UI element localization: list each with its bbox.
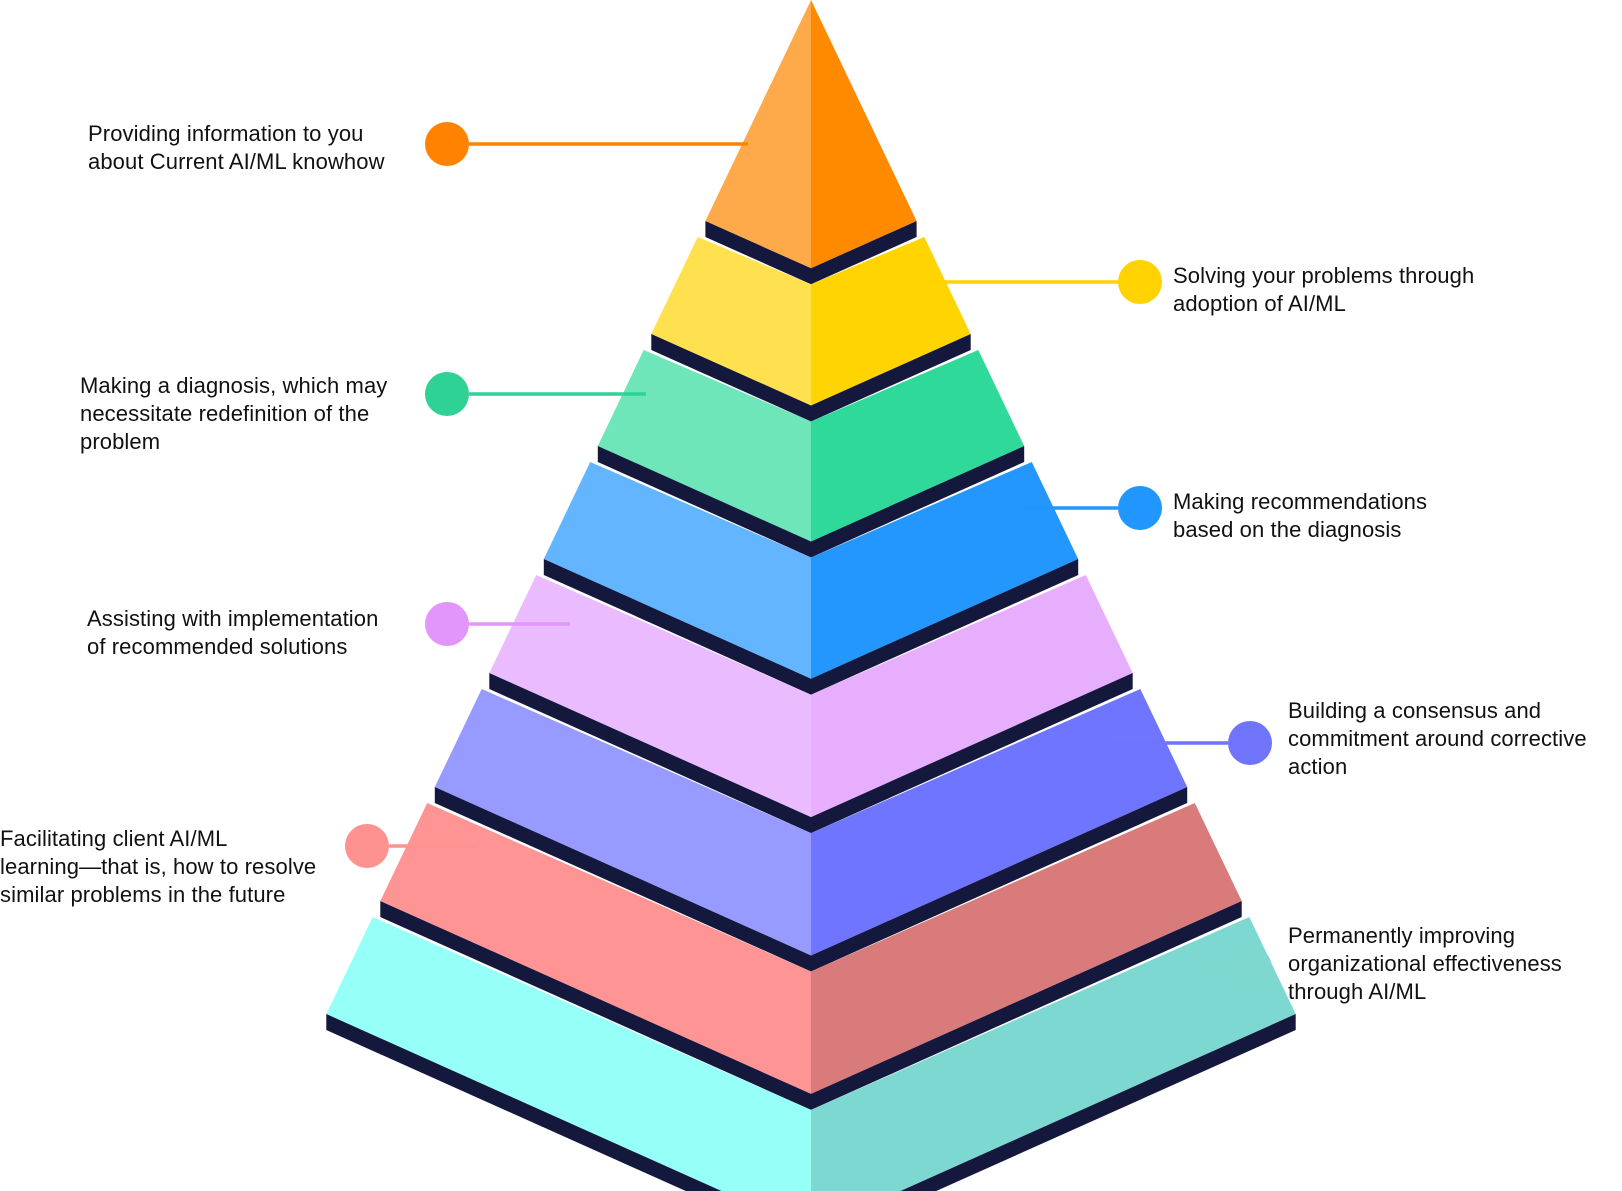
label-line: action — [1288, 754, 1348, 779]
label-making-diagnosis: Making a diagnosis, which may necessitat… — [80, 372, 387, 456]
label-line: about Current AI/ML knowhow — [88, 149, 385, 174]
label-line: necessitate redefinition of the — [80, 401, 370, 426]
label-line: organizational effectiveness — [1288, 951, 1562, 976]
layer-8-right-face — [811, 917, 1296, 1191]
connector-lines — [389, 142, 1228, 970]
layer-6-right-face — [811, 689, 1188, 956]
label-making-recommendations: Making recommendations based on the diag… — [1173, 488, 1427, 544]
layer-4-left-face — [543, 462, 811, 679]
layer-1-right-face — [811, 0, 917, 269]
label-line: Making a diagnosis, which may — [80, 373, 388, 398]
marker-dot-2 — [1118, 260, 1162, 304]
label-permanently-improving: Permanently improving organizational eff… — [1288, 922, 1562, 1006]
label-line: through AI/ML — [1288, 979, 1427, 1004]
layer-5-right-face — [811, 575, 1133, 818]
marker-dot-7 — [345, 824, 389, 868]
label-line: based on the diagnosis — [1173, 517, 1402, 542]
layer-2-right-face — [811, 237, 971, 406]
label-line: problem — [80, 429, 161, 454]
label-line: Building a consensus and — [1288, 698, 1542, 723]
label-line: Providing information to you — [88, 121, 364, 146]
layer-6-left-face — [434, 689, 811, 956]
layer-1-left-face — [705, 0, 811, 269]
label-line: similar problems in the future — [0, 882, 286, 907]
label-assisting-implementation: Assisting with implementation of recomme… — [87, 605, 378, 661]
label-solving-problems: Solving your problems through adoption o… — [1173, 262, 1474, 318]
label-line: adoption of AI/ML — [1173, 291, 1346, 316]
layer-3-left-face — [597, 350, 811, 542]
label-line: Solving your problems through — [1173, 263, 1475, 288]
marker-dots — [345, 122, 1272, 990]
layer-5-left-face — [489, 575, 811, 818]
layer-7-right-face — [811, 803, 1242, 1094]
marker-dot-5 — [425, 602, 469, 646]
label-line: of recommended solutions — [87, 634, 348, 659]
label-line: learning—that is, how to resolve — [0, 854, 317, 879]
separator-band-2 — [651, 334, 971, 422]
marker-dot-1 — [425, 122, 469, 166]
label-line: Making recommendations — [1173, 489, 1428, 514]
label-providing-information: Providing information to you about Curre… — [88, 120, 385, 176]
separator-band-1 — [705, 221, 917, 285]
layer-3-right-face — [811, 350, 1025, 542]
marker-dot-6 — [1228, 721, 1272, 765]
separator-band-8 — [326, 1014, 1296, 1191]
layer-4-right-face — [811, 462, 1079, 679]
layer-7-left-face — [380, 803, 811, 1094]
label-line: Facilitating client AI/ML — [0, 826, 228, 851]
label-line: Assisting with implementation — [87, 606, 379, 631]
layer-8-left-face — [326, 917, 811, 1191]
marker-dot-3 — [425, 372, 469, 416]
label-line: Permanently improving — [1288, 923, 1516, 948]
marker-dot-4 — [1118, 486, 1162, 530]
marker-dot-8 — [1228, 946, 1272, 990]
pyramid-layers — [326, 0, 1296, 1191]
label-facilitating-learning: Facilitating client AI/ML learning—that … — [0, 825, 316, 909]
label-building-consensus: Building a consensus and commitment arou… — [1288, 697, 1587, 781]
label-line: commitment around corrective — [1288, 726, 1587, 751]
layer-2-left-face — [651, 237, 811, 406]
